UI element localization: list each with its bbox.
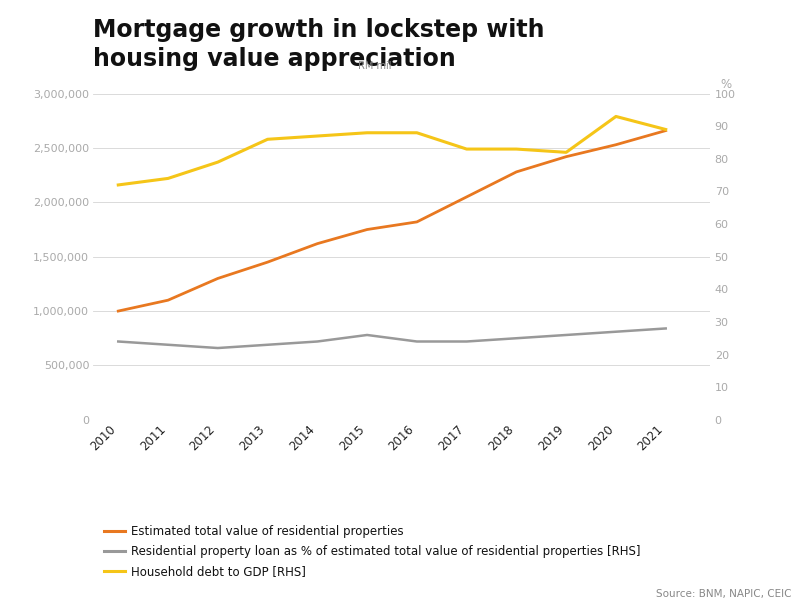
- Text: 2013: 2013: [237, 423, 268, 453]
- Text: Mortgage growth in lockstep with: Mortgage growth in lockstep with: [93, 18, 544, 42]
- Text: 2011: 2011: [138, 423, 168, 453]
- Text: %: %: [719, 77, 731, 91]
- Text: 2015: 2015: [337, 423, 367, 453]
- Text: 2016: 2016: [386, 423, 416, 453]
- Text: 2020: 2020: [585, 423, 616, 453]
- Text: housing value appreciation: housing value appreciation: [93, 47, 456, 71]
- Text: 2014: 2014: [286, 423, 317, 453]
- Text: 2017: 2017: [436, 423, 466, 453]
- Text: 2012: 2012: [187, 423, 217, 453]
- Text: 2010: 2010: [88, 423, 118, 453]
- Text: RM mil: RM mil: [358, 60, 391, 71]
- Text: 2018: 2018: [486, 423, 516, 453]
- Legend: Estimated total value of residential properties, Residential property loan as % : Estimated total value of residential pro…: [99, 521, 645, 583]
- Text: Source: BNM, NAPIC, CEIC: Source: BNM, NAPIC, CEIC: [655, 589, 791, 599]
- Text: 2021: 2021: [635, 423, 665, 453]
- Text: 2019: 2019: [535, 423, 565, 453]
